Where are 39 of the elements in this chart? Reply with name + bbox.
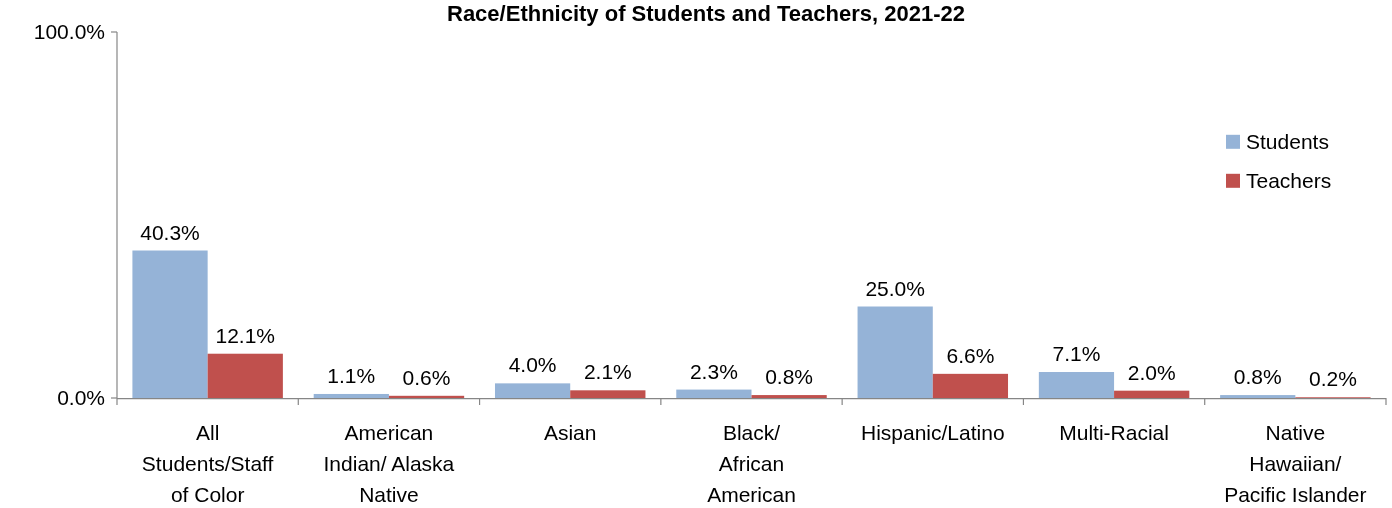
bar [207, 353, 283, 398]
x-tick-label: Multi-Racial [1059, 421, 1169, 444]
data-label: 7.1% [1052, 342, 1101, 366]
bar [932, 373, 1009, 398]
data-label: 40.3% [140, 220, 200, 244]
x-tick-label: Black/ African American [707, 421, 796, 506]
legend-label: Teachers [1246, 169, 1332, 193]
x-tick-label: Native Hawaiian/ Pacific Islander [1224, 421, 1367, 506]
data-label: 1.1% [327, 363, 376, 387]
bar [1220, 395, 1296, 398]
bar [857, 306, 933, 398]
data-label: 0.6% [402, 365, 451, 389]
data-label: 25.0% [865, 276, 925, 300]
bar [132, 250, 208, 398]
data-label: 12.1% [215, 323, 276, 347]
bar [1038, 372, 1115, 398]
bar [494, 383, 571, 398]
bar [388, 395, 465, 398]
legend-label: Students [1246, 130, 1329, 154]
x-tick-label: Hispanic/Latino [860, 421, 1005, 444]
bar [313, 393, 389, 398]
bar [751, 395, 827, 398]
data-label: 0.2% [1309, 367, 1357, 391]
data-label: 0.8% [1233, 365, 1282, 389]
bar [570, 390, 646, 398]
x-tick-label: Asian [543, 421, 597, 444]
y-tick-label: 0.0% [57, 386, 105, 410]
data-label: 4.0% [508, 353, 557, 377]
x-tick-label: American Indian/ Alaska Native [323, 421, 455, 506]
data-label: 2.0% [1127, 360, 1176, 384]
x-tick-label: All Students/Staff of Color [141, 421, 274, 506]
data-label: 0.8% [765, 365, 814, 389]
data-label: 6.6% [946, 343, 995, 367]
chart-title: Race/Ethnicity of Students and Teachers, 2021-22 [447, 1, 965, 26]
bar [676, 389, 752, 398]
bar [1114, 390, 1190, 398]
y-tick-label: 100.0% [33, 20, 105, 44]
data-label: 2.1% [583, 360, 632, 384]
data-label: 2.3% [689, 359, 738, 383]
